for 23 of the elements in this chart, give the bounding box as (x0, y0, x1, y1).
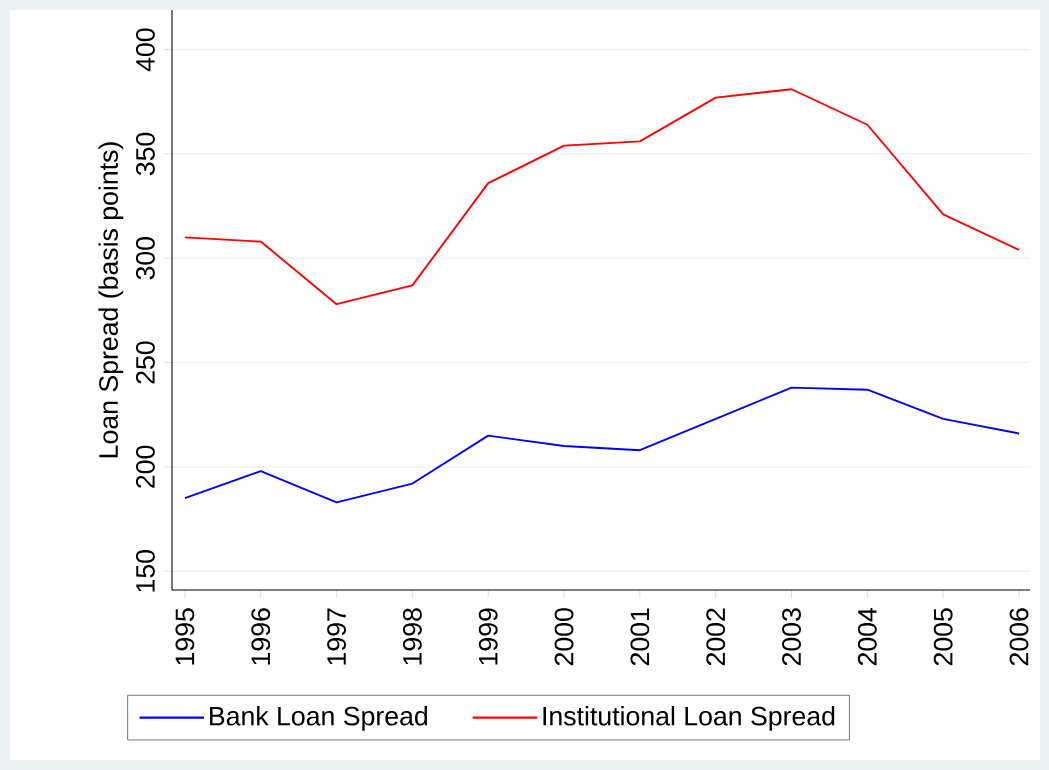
legend-label: Bank Loan Spread (210, 705, 428, 731)
x-tick-label: 1999 (478, 608, 498, 665)
x-tick-label: 2001 (630, 608, 650, 666)
x-tick-label: 1998 (402, 608, 422, 665)
x-tick-label: 2006 (1009, 608, 1029, 666)
line-series (183, 88, 1020, 306)
y-axis-title: Loan Spread (basis points) (98, 142, 124, 458)
x-tick-label: 2004 (857, 607, 877, 666)
y-tick-label: 250 (135, 341, 155, 384)
x-tick-label: 2002 (706, 608, 726, 666)
y-tick-label: 300 (135, 237, 155, 280)
x-tick-label: 2003 (782, 608, 801, 666)
x-tick-label: 1997 (327, 608, 346, 665)
y-tick-label: 150 (135, 550, 155, 592)
y-tick-label: 200 (135, 445, 155, 488)
y-tick-label: 350 (135, 132, 155, 176)
x-tick-label: 2005 (933, 608, 953, 666)
line-series (183, 386, 1020, 504)
x-tick-label: 1995 (175, 608, 195, 665)
y-tick-label: 400 (135, 28, 155, 72)
legend-label: Institutional Loan Spread (543, 705, 835, 731)
x-tick-label: 1996 (251, 608, 271, 665)
x-tick-label: 2000 (554, 608, 574, 666)
